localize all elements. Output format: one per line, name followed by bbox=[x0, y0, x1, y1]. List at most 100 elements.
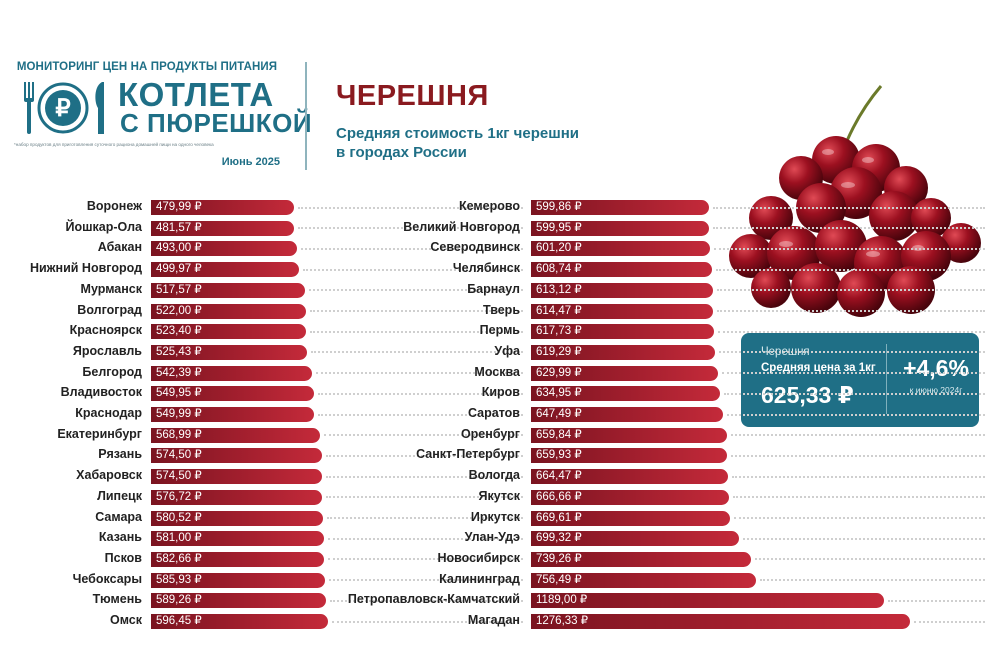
price-bar bbox=[151, 324, 307, 340]
city-label: Липецк bbox=[97, 488, 142, 503]
price-value-label: 525,43 ₽ bbox=[156, 345, 202, 358]
city-label: Ярославль bbox=[72, 343, 142, 358]
city-label: Воронеж bbox=[86, 199, 142, 213]
price-value-label: 576,72 ₽ bbox=[156, 490, 202, 503]
city-label: Владивосток bbox=[60, 385, 142, 400]
price-value-label: 568,99 ₽ bbox=[156, 428, 202, 441]
price-bar bbox=[531, 282, 714, 298]
row-guide-dots bbox=[325, 454, 523, 457]
price-value-label: 481,57 ₽ bbox=[156, 221, 202, 234]
price-bar bbox=[531, 593, 885, 609]
row-guide-dots bbox=[310, 310, 523, 312]
price-bar bbox=[151, 448, 322, 464]
price-value-label: 599,95 ₽ bbox=[536, 221, 582, 234]
price-bar bbox=[531, 241, 710, 257]
price-bar bbox=[531, 469, 729, 485]
price-bar bbox=[531, 510, 730, 526]
price-bar bbox=[151, 551, 325, 567]
price-value-label: 599,86 ₽ bbox=[536, 201, 582, 213]
price-value-label: 664,47 ₽ bbox=[536, 470, 582, 483]
row-guide-dots bbox=[733, 517, 985, 519]
subtitle-line2: в городах России bbox=[336, 144, 467, 161]
row-guide-dots bbox=[327, 537, 523, 540]
city-label: Казань bbox=[98, 530, 142, 545]
price-bar bbox=[151, 531, 324, 547]
price-bar bbox=[531, 614, 911, 629]
price-value-label: 549,99 ₽ bbox=[156, 408, 202, 420]
city-label: Иркутск bbox=[470, 509, 520, 524]
price-value-label: 589,26 ₽ bbox=[156, 594, 202, 607]
row-guide-dots bbox=[717, 289, 985, 292]
city-label: Краснодар bbox=[75, 406, 142, 420]
row-guide-dots bbox=[303, 268, 523, 271]
city-label: Хабаровск bbox=[76, 468, 142, 483]
price-value-label: 542,39 ₽ bbox=[156, 366, 202, 379]
row-guide-dots bbox=[722, 372, 985, 375]
row-guide-dots bbox=[727, 413, 985, 416]
price-value-label: 669,61 ₽ bbox=[536, 511, 582, 524]
subtitle-line1: Средняя стоимость 1кг черешни bbox=[336, 125, 580, 142]
brand-name-line1: КОТЛЕТА bbox=[118, 76, 274, 113]
svg-text:₽: ₽ bbox=[55, 95, 70, 122]
city-label: Кемерово bbox=[458, 199, 520, 213]
city-label: Йошкар-Ола bbox=[65, 219, 143, 234]
price-bar bbox=[151, 593, 326, 609]
row-guide-dots bbox=[298, 227, 523, 230]
row-guide-dots bbox=[723, 392, 985, 395]
price-value-label: 580,52 ₽ bbox=[156, 511, 202, 524]
row-guide-dots bbox=[713, 247, 985, 250]
price-value-label: 596,45 ₽ bbox=[156, 615, 202, 627]
price-value-label: 617,73 ₽ bbox=[536, 325, 582, 338]
price-value-label: 739,26 ₽ bbox=[536, 552, 582, 565]
price-bar bbox=[531, 386, 720, 402]
price-bar bbox=[531, 407, 724, 422]
price-bar bbox=[151, 427, 320, 443]
row-guide-dots bbox=[310, 330, 523, 333]
city-label: Новосибирск bbox=[437, 550, 520, 565]
price-value-label: 659,84 ₽ bbox=[536, 428, 582, 441]
city-label: Якутск bbox=[478, 488, 520, 503]
price-value-label: 574,50 ₽ bbox=[156, 449, 202, 462]
price-value-label: 699,32 ₽ bbox=[536, 532, 582, 545]
city-label: Санкт-Петербург bbox=[416, 447, 520, 462]
plate-ruble-logo-icon: ₽ bbox=[24, 82, 104, 134]
row-guide-dots bbox=[332, 620, 523, 623]
price-value-label: 608,74 ₽ bbox=[536, 263, 582, 276]
price-bar bbox=[531, 489, 729, 505]
city-label: Тюмень bbox=[92, 592, 142, 607]
card-divider bbox=[886, 344, 887, 414]
city-label: Абакан bbox=[97, 240, 142, 255]
price-bar bbox=[151, 344, 308, 360]
city-label: Омск bbox=[109, 613, 142, 627]
price-bar bbox=[531, 262, 712, 278]
row-guide-dots bbox=[742, 537, 985, 540]
city-label: Мурманск bbox=[80, 281, 142, 296]
price-value-label: 523,40 ₽ bbox=[156, 325, 202, 338]
row-guide-dots bbox=[715, 268, 985, 271]
card-label: Средняя цена за 1кг bbox=[761, 362, 876, 374]
price-bar bbox=[531, 324, 715, 340]
city-label: Саратов bbox=[468, 406, 520, 420]
city-label: Белгород bbox=[82, 364, 142, 379]
row-guide-dots bbox=[713, 206, 985, 209]
city-label: Киров bbox=[481, 385, 520, 400]
price-bar bbox=[151, 282, 305, 298]
row-guide-dots bbox=[732, 475, 985, 478]
price-bar bbox=[151, 365, 313, 381]
city-label: Екатеринбург bbox=[57, 426, 142, 441]
price-value-label: 634,95 ₽ bbox=[536, 387, 582, 400]
row-guide-dots bbox=[328, 558, 523, 561]
city-label: Волгоград bbox=[77, 302, 142, 317]
card-change-percent: +4,6% bbox=[903, 355, 969, 381]
price-value-label: 659,93 ₽ bbox=[536, 449, 582, 462]
row-guide-dots bbox=[330, 599, 523, 602]
row-guide-dots bbox=[730, 434, 985, 437]
card-change-note: к июню 2024г bbox=[909, 385, 963, 395]
city-label: Пермь bbox=[479, 323, 520, 338]
price-value-label: 619,29 ₽ bbox=[536, 345, 582, 358]
city-label: Северодвинск bbox=[430, 240, 520, 255]
city-label: Улан-Удэ bbox=[464, 530, 520, 545]
row-guide-dots bbox=[301, 247, 523, 250]
row-guide-dots bbox=[326, 496, 523, 499]
row-guide-dots bbox=[732, 496, 985, 499]
